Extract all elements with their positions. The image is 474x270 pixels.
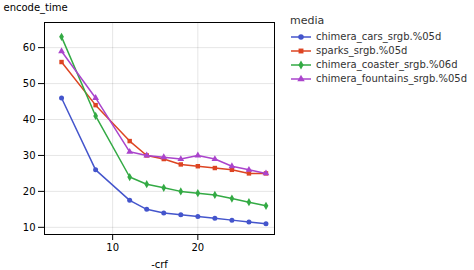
svg-text:30: 30 xyxy=(23,150,36,161)
svg-text:10: 10 xyxy=(106,242,119,253)
svg-text:40: 40 xyxy=(23,114,36,125)
html-text:chimera_cars_srgb.%05d: chimera_cars_srgb.%05d xyxy=(316,31,442,42)
svg-text:10: 10 xyxy=(23,222,36,233)
svg-text:20: 20 xyxy=(191,242,204,253)
html-text:chimera_fountains_srgb.%05d: chimera_fountains_srgb.%05d xyxy=(316,73,467,84)
html-text:media: media xyxy=(290,14,325,27)
svg-text:60: 60 xyxy=(23,42,36,53)
html-text:chimera_coaster_srgb.%06d: chimera_coaster_srgb.%06d xyxy=(316,59,458,70)
svg-text:50: 50 xyxy=(23,78,36,89)
svg-text:20: 20 xyxy=(23,186,36,197)
svg-text:-crf: -crf xyxy=(151,259,168,270)
html-text:sparks_srgb.%05d: sparks_srgb.%05d xyxy=(316,45,408,56)
svg-text:encode_time: encode_time xyxy=(4,2,68,14)
